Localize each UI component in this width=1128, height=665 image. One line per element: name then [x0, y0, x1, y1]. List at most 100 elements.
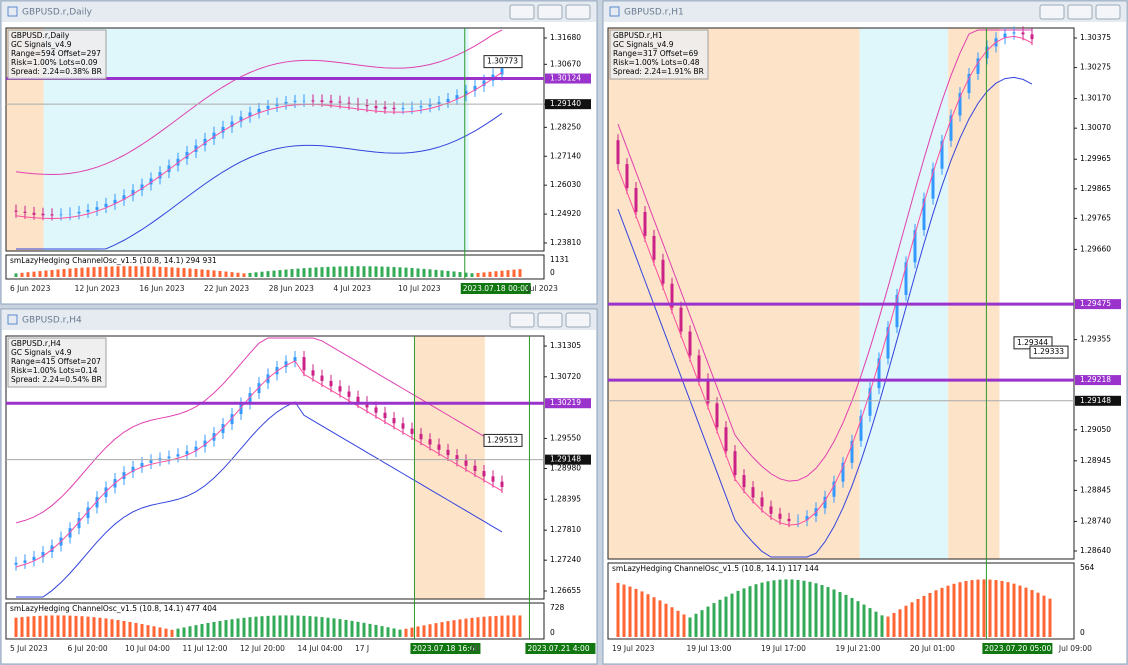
price-label: 1.28740	[1080, 516, 1111, 525]
indicator-axis-label: 0	[550, 628, 555, 637]
info-line: Spread: 2.24=1.91% BR	[613, 67, 704, 76]
date-label: 10 Jul 2023	[398, 284, 441, 293]
channel-lower	[16, 401, 503, 598]
date-highlight	[525, 643, 596, 654]
price-label: 1.30375	[1080, 33, 1111, 42]
session-band	[414, 336, 485, 599]
indicator-label: smLazyHedging ChannelOsc_v1.5 (10.8, 14.…	[612, 564, 819, 573]
window-icon	[7, 6, 18, 17]
price-box-label: 1.29333	[1033, 347, 1064, 356]
date-label: 4 Jul 2023	[333, 284, 371, 293]
indicator-label: smLazyHedging ChannelOsc_v1.5 (10.8, 14.…	[10, 604, 217, 613]
price-label: 1.28845	[1080, 485, 1111, 494]
level-tag	[545, 398, 591, 409]
moving-average	[15, 71, 503, 219]
price-label: 1.29550	[550, 433, 581, 442]
title-bar	[2, 310, 596, 330]
date-label: 2023.07.18 16:00	[412, 644, 479, 653]
level-label: 1.30124	[550, 74, 581, 83]
price-box-label: 1.29513	[487, 435, 518, 444]
close-button[interactable]	[565, 4, 591, 20]
date-label: 6 Jul 20:00	[67, 644, 107, 653]
price-label: 1.28640	[1080, 546, 1111, 555]
price-label: 1.27810	[550, 525, 581, 534]
indicator-axis-label: 1131	[550, 255, 569, 264]
session-band	[948, 28, 1000, 559]
price-label: 1.28980	[550, 464, 581, 473]
price-label: 1.29765	[1080, 213, 1111, 222]
date-label: Jul 2023	[526, 284, 558, 293]
date-label: 14 Jul 04:00	[297, 644, 342, 653]
current-price: 1.29148	[1080, 396, 1111, 405]
price-label: 1.28395	[550, 494, 581, 503]
info-line: GC Signals_v4.9	[613, 40, 674, 49]
session-band	[608, 28, 860, 559]
date-label: 20 Jul 01:00	[910, 644, 955, 653]
info-line: Spread: 2.24=0.38% BR	[11, 67, 102, 76]
price-box	[483, 433, 523, 447]
info-line: Risk=1.00% Lots=0.09	[11, 58, 98, 67]
indicator-axis-label: 564	[1080, 563, 1095, 572]
minimize-button[interactable]	[1039, 4, 1065, 20]
minimize-button[interactable]	[509, 312, 535, 328]
price-label: 1.31305	[550, 341, 581, 350]
date-label: 28 Jun 2023	[269, 284, 314, 293]
close-button[interactable]	[565, 312, 591, 328]
price-label: 1.30670	[550, 59, 581, 68]
price-label: 1.28945	[1080, 456, 1111, 465]
current-price: 1.29148	[550, 455, 581, 464]
channel-upper	[15, 337, 503, 524]
chart-border	[5, 335, 545, 600]
indicator-axis-label: 0	[1080, 628, 1085, 637]
info-box	[7, 337, 107, 388]
price-label: 1.31680	[550, 33, 581, 42]
title-bar	[2, 2, 596, 22]
price-label: 1.29050	[1080, 425, 1111, 434]
level-label: 1.29475	[1080, 299, 1111, 308]
date-label: 19 Jul 2023	[612, 644, 655, 653]
price-label: 1.26030	[550, 180, 581, 189]
indicator-axis-label: 728	[550, 603, 565, 612]
price-label: 1.23810	[550, 238, 581, 247]
info-line: Spread: 2.24=0.54% BR	[11, 375, 102, 384]
maximize-button[interactable]	[537, 4, 563, 20]
close-button[interactable]	[1095, 4, 1121, 20]
price-label: 1.29965	[1080, 154, 1111, 163]
price-box	[483, 55, 523, 69]
session-band	[859, 28, 949, 559]
maximize-button[interactable]	[537, 312, 563, 328]
info-line: GC Signals_v4.9	[11, 348, 72, 357]
price-label: 1.27240	[550, 555, 581, 564]
window-icon	[609, 6, 620, 17]
info-box	[609, 29, 709, 80]
price-label: 1.26655	[550, 586, 581, 595]
current-price-tag	[545, 99, 591, 110]
date-label: Jul 09:00	[1058, 644, 1092, 653]
current-price: 1.29140	[550, 99, 581, 108]
moving-average	[15, 360, 503, 568]
maximize-button[interactable]	[1067, 4, 1093, 20]
date-highlight	[982, 643, 1053, 654]
price-box-label: 1.29344	[1017, 338, 1048, 347]
window-title: GBPUSD.r,Daily	[22, 8, 93, 18]
info-line: Risk=1.00% Lots=0.48	[613, 58, 700, 67]
info-box	[7, 29, 107, 80]
info-line: Risk=1.00% Lots=0.14	[11, 366, 98, 375]
price-label: 1.28250	[550, 122, 581, 131]
date-label: 6 Jun 2023	[10, 284, 51, 293]
level-tag	[545, 73, 591, 84]
date-label: 19 Jul 21:00	[835, 644, 880, 653]
indicator-border	[5, 602, 545, 640]
channel-upper	[15, 29, 503, 175]
minimize-button[interactable]	[509, 4, 535, 20]
price-label: 1.29355	[1080, 335, 1111, 344]
title-bar	[604, 2, 1126, 22]
date-label: 16 Jun 2023	[139, 284, 184, 293]
channel-upper	[617, 29, 1032, 482]
date-label: 11 Jul 12:00	[182, 644, 227, 653]
date-label: 22 Jun 2023	[204, 284, 249, 293]
window-title: GBPUSD.r,H4	[22, 316, 82, 326]
price-label: 1.30070	[1080, 123, 1111, 132]
date-label: 2023.07.18 00:00	[463, 284, 530, 293]
